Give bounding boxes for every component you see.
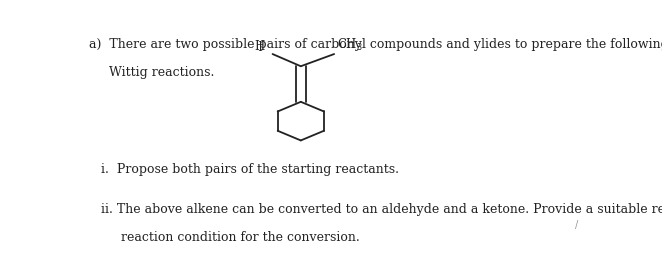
Text: reaction condition for the conversion.: reaction condition for the conversion. (101, 231, 359, 244)
Text: CH$_3$: CH$_3$ (337, 37, 363, 53)
Text: i.  Propose both pairs of the starting reactants.: i. Propose both pairs of the starting re… (101, 163, 399, 176)
Text: ii. The above alkene can be converted to an aldehyde and a ketone. Provide a sui: ii. The above alkene can be converted to… (101, 204, 662, 216)
Text: /: / (575, 220, 578, 230)
Text: a)  There are two possible pairs of carbonyl compounds and ylides to prepare the: a) There are two possible pairs of carbo… (89, 38, 662, 51)
Text: H: H (255, 40, 265, 53)
Text: Wittig reactions.: Wittig reactions. (89, 66, 214, 79)
